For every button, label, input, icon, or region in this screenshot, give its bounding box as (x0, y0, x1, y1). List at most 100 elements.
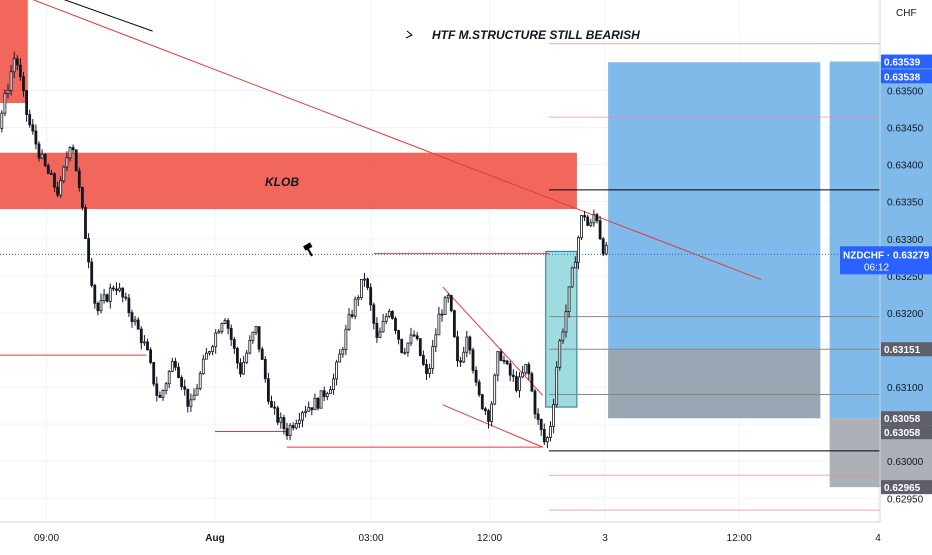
candle-body (356, 297, 360, 300)
candle-body (499, 351, 503, 361)
time-tick-label: Aug (205, 533, 224, 544)
candle-body (142, 341, 146, 344)
candle-body (173, 360, 177, 368)
candle-body (496, 351, 500, 376)
candle-body (468, 336, 472, 351)
candle-body (530, 373, 534, 392)
candle-body (90, 261, 94, 286)
candle-body (316, 398, 320, 409)
candle-body (297, 419, 301, 424)
currency-label: CHF (896, 8, 917, 19)
candle-body (415, 335, 419, 340)
candle-body (347, 314, 351, 330)
candle-body (369, 287, 373, 306)
candle-body (567, 286, 571, 312)
candle-body (288, 425, 292, 437)
candle-body (12, 58, 16, 73)
candle-body (115, 288, 118, 291)
candle-body (363, 278, 366, 281)
stop-1-badge-text: 0.63151 (884, 345, 921, 356)
line-layer (32, 0, 762, 448)
candle-body (533, 390, 537, 415)
symbol-label: NZDCHF · 0.63279 (843, 250, 930, 261)
candle-body (328, 389, 332, 395)
candle-body (406, 342, 410, 353)
candle-body (586, 216, 590, 226)
stop-2-badge-text: 0.62965 (884, 483, 921, 494)
candle-body (577, 237, 580, 263)
entry-2-badge-bg (881, 425, 932, 440)
candle-body (276, 407, 280, 423)
candle-body (22, 76, 25, 91)
candle-body (170, 360, 174, 372)
candle-body (229, 327, 233, 340)
candle-body (592, 214, 596, 224)
target-1-badge-bg (881, 54, 932, 69)
target-1-badge-text: 0.63539 (884, 58, 921, 69)
candle-body (59, 180, 63, 196)
zone-layer (0, 0, 578, 408)
price-tick-label: 0.63250 (887, 272, 924, 283)
candle-body (15, 58, 19, 66)
time-tick-label: 12:00 (477, 533, 502, 544)
candle-body (31, 124, 35, 132)
candle-body (394, 318, 397, 331)
candle-body (71, 147, 75, 151)
arrow-line (63, 0, 153, 32)
candle-body (254, 326, 258, 333)
candle-body (65, 157, 69, 168)
candle-body (403, 351, 407, 354)
price-axis[interactable]: CHF 0.63500 0.63450 0.63400 0.63350 0.63300 0… (887, 8, 924, 505)
candle-body (325, 393, 329, 398)
wedge-lower-line (442, 404, 543, 448)
candle-body (155, 383, 159, 396)
candle-body (102, 294, 106, 301)
candle-body (502, 360, 506, 362)
candle-body (99, 300, 103, 312)
candle-body (601, 238, 605, 255)
candle-body (294, 423, 298, 429)
time-tick-label: 03:00 (358, 533, 383, 544)
candle-body (409, 334, 413, 344)
candle-body (266, 378, 270, 402)
candle-body (93, 284, 97, 304)
candle-body (112, 287, 115, 290)
bearish-trendline (32, 0, 762, 281)
candle-body (18, 64, 22, 78)
candle-body (43, 153, 47, 167)
candle-body (68, 147, 72, 159)
time-tick-label: 4 (875, 533, 881, 544)
klob-label: KLOB (265, 175, 299, 189)
candle-body (384, 315, 388, 322)
candle-body (139, 328, 143, 344)
candle-body (515, 376, 518, 391)
candle-body (595, 214, 599, 222)
candle-body (449, 295, 453, 312)
candle-body (598, 220, 602, 240)
candle-body (232, 339, 236, 349)
candle-body (558, 340, 562, 368)
candle-body (437, 313, 441, 336)
candle-body (397, 330, 401, 340)
time-tick-label: 09:00 (34, 533, 59, 544)
stop-2-badge-bg (881, 480, 932, 495)
candle-body (301, 412, 304, 421)
candle-body (425, 364, 428, 374)
candle-body (546, 437, 549, 443)
candle-body (195, 387, 199, 396)
candle-body (121, 287, 125, 298)
candle-body (257, 326, 261, 350)
stop-1-badge-bg (881, 342, 932, 357)
annotation-layer: HTF M.STRUCTURE STILL BEARISH KLOB (265, 28, 640, 257)
candle-body (180, 377, 184, 388)
candle-body (226, 320, 230, 329)
candle-body (211, 346, 215, 353)
candle-body (96, 302, 100, 312)
candle-body (270, 400, 273, 408)
candle-body (208, 351, 211, 354)
candle-body (428, 368, 432, 374)
candle-body (465, 336, 469, 353)
